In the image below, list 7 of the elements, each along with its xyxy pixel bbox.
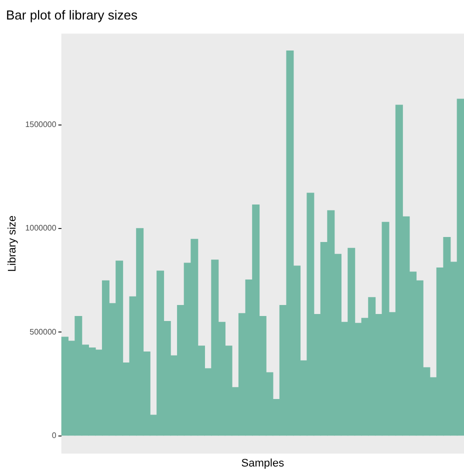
y-tick-label: 0 <box>52 430 57 440</box>
y-tick-label: 1000000 <box>25 224 57 233</box>
y-tick-label: 1500000 <box>25 120 57 130</box>
chart-title: Bar plot of library sizes <box>6 7 138 22</box>
y-axis-title: Library size <box>6 215 19 272</box>
x-axis-title: Samples <box>241 457 285 470</box>
y-tick-label: 500000 <box>30 327 57 336</box>
